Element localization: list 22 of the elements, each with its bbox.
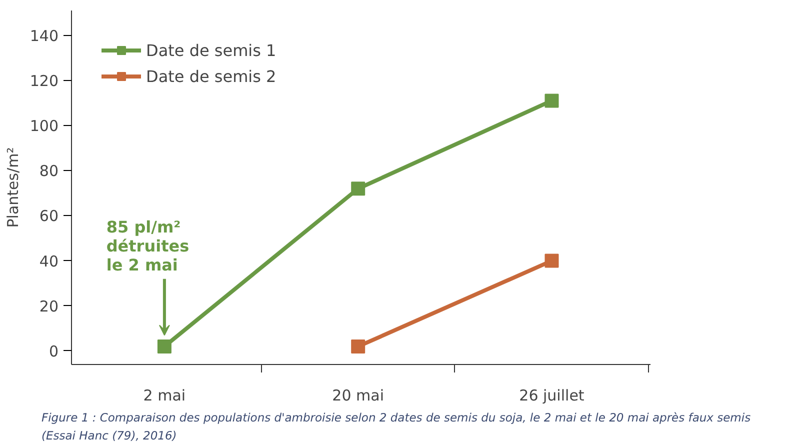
y-tick-label: 60 <box>39 207 59 226</box>
point <box>544 94 559 108</box>
x-tick-label: 2 mai <box>143 386 186 404</box>
y-tick-label: 100 <box>30 116 59 135</box>
y-tick-label: 120 <box>30 72 59 90</box>
y-tick-label: 20 <box>39 297 59 316</box>
point <box>351 339 366 354</box>
text: (Essai Hanc (79), 2016) <box>42 428 177 442</box>
y-axis-title: Plantes/m² <box>4 147 22 228</box>
y-tick-label: 140 <box>30 26 59 45</box>
x-tick-label: 26 juillet <box>519 386 584 404</box>
point <box>544 254 559 268</box>
y-tick-label: 80 <box>39 162 59 180</box>
caption: Figure 1 : Comparaison des populations d'ambroisie selon 2 dates de semis du soja, le 2 mai et le 20 mai après faux semis <box>42 410 751 424</box>
point <box>157 339 172 354</box>
legend-label: Date de semis 1 <box>146 40 276 60</box>
legend-label: Date de semis 2 <box>146 66 276 86</box>
point <box>351 182 366 196</box>
annotation: 85 pl/m² détruites le 2 mai <box>106 217 190 274</box>
y-tick-label: 0 <box>48 342 59 360</box>
y-tick-label: 40 <box>39 252 59 270</box>
x-tick-label: 20 mai <box>332 386 384 404</box>
